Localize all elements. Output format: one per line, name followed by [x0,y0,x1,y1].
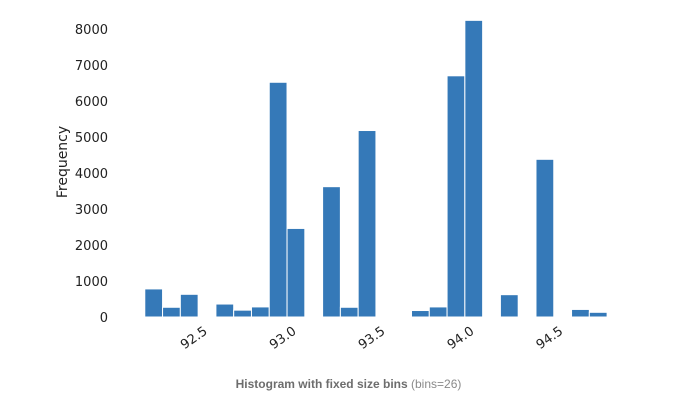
histogram-bar [357,130,377,318]
x-tick-label: 94.5 [534,324,566,353]
y-tick-label: 5000 [75,131,108,146]
chart-caption: Histogram with fixed size bins (bins=26) [0,377,697,391]
y-tick-label: 6000 [75,95,108,110]
y-tick-label: 2000 [75,239,108,254]
caption-main: Histogram with fixed size bins [235,377,408,391]
histogram-bar [233,309,252,318]
y-axis-ticks: 0 1000 2000 3000 4000 5000 6000 7000 8000 [75,23,108,326]
y-tick-label: 7000 [75,59,108,74]
x-tick-label: 93.0 [267,324,299,353]
y-tick-label: 8000 [75,23,108,38]
histogram-bar [428,306,448,318]
histogram-bar [215,303,235,318]
histogram-bar [446,75,466,318]
histogram-bar [535,158,555,318]
histogram-bar [286,227,306,318]
x-tick-label: 93.5 [356,324,388,353]
x-tick-label: 92.5 [178,324,210,353]
y-axis-label: Frequency [55,126,71,198]
y-tick-label: 0 [100,311,108,326]
bars-layer [144,19,608,318]
histogram-bar [144,288,164,318]
histogram-bar [571,308,590,318]
y-tick-label: 3000 [75,203,108,218]
histogram-bar [179,293,199,318]
x-tick-label: 94.0 [445,324,477,353]
histogram-bar [322,186,341,318]
y-tick-label: 4000 [75,167,108,182]
histogram-bar [464,19,484,318]
x-axis-ticks: 92.5 93.0 93.5 94.0 94.5 [178,324,566,353]
histogram-bar [250,306,270,318]
histogram-plot: 0 1000 2000 3000 4000 5000 6000 7000 8000 92.5 93… [55,19,608,353]
histogram-bar [162,306,181,318]
histogram-bar [499,294,519,318]
histogram-bar [339,306,359,318]
histogram-bar [411,310,430,318]
caption-sub: (bins=26) [411,377,462,391]
histogram-bar [588,311,608,318]
histogram-bar [268,81,288,318]
y-tick-label: 1000 [75,275,108,290]
